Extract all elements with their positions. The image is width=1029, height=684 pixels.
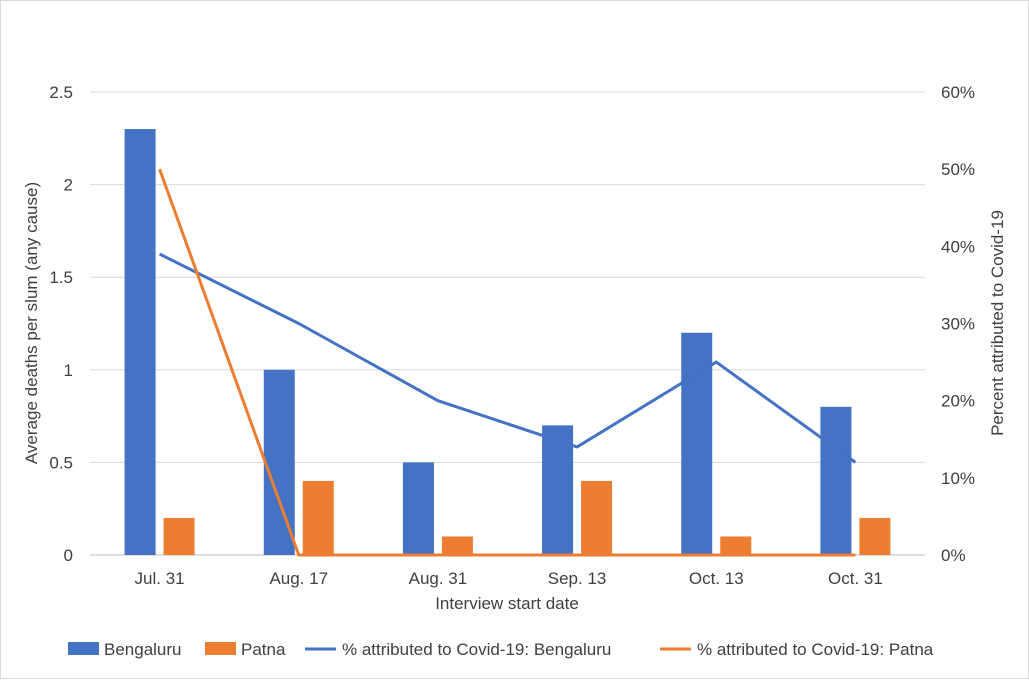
x-axis-label: Interview start date	[435, 594, 579, 613]
legend-label: Bengaluru	[104, 640, 182, 659]
legend: Bengaluru Patna % attributed to Covid-19: …	[68, 640, 934, 659]
y2-tick-label: 20%	[941, 392, 975, 411]
series-line	[158, 252, 857, 464]
bar	[263, 369, 295, 555]
legend-label: % attributed to Covid-19: Bengaluru	[342, 640, 611, 659]
y2-tick-label: 50%	[941, 160, 975, 179]
lines	[158, 168, 857, 557]
bar	[681, 332, 713, 555]
y-tick-label: 2	[64, 176, 73, 195]
bar	[820, 406, 852, 555]
x-tick-label: Aug. 31	[409, 569, 468, 588]
x-tick-label: Jul. 31	[135, 569, 185, 588]
legend-swatch	[68, 642, 99, 655]
series-line	[158, 168, 856, 557]
legend-label: % attributed to Covid-19: Patna	[697, 640, 934, 659]
x-tick-label: Oct. 31	[828, 569, 883, 588]
y2-tick-label: 40%	[941, 237, 975, 256]
y2-tick-label: 30%	[941, 315, 975, 334]
bar	[302, 480, 334, 555]
y-tick-label: 1.5	[49, 268, 73, 287]
bar	[124, 129, 156, 556]
bar	[163, 517, 195, 555]
x-tick-label: Oct. 13	[689, 569, 744, 588]
x-tick-label: Sep. 13	[548, 569, 607, 588]
bar	[441, 536, 473, 555]
y-axis-right-label: Percent attributed to Covid-19	[988, 210, 1007, 436]
y-tick-label: 0	[64, 546, 73, 565]
legend-swatch	[205, 642, 236, 655]
y-axis-right-ticks: 0% 10% 20% 30% 40% 50% 60%	[941, 83, 975, 565]
y2-tick-label: 60%	[941, 83, 975, 102]
x-tick-label: Aug. 17	[269, 569, 328, 588]
bar	[581, 480, 613, 555]
y-tick-label: 1	[64, 361, 73, 380]
y2-tick-label: 0%	[941, 546, 966, 565]
y-tick-label: 2.5	[49, 83, 73, 102]
legend-label: Patna	[241, 640, 286, 659]
y-axis-left-label: Average deaths per slum (any cause)	[22, 182, 41, 464]
bar	[859, 517, 891, 555]
y-tick-label: 0.5	[49, 453, 73, 472]
bars	[124, 129, 891, 556]
bar	[542, 425, 574, 555]
bar	[720, 536, 752, 555]
bar	[402, 462, 434, 555]
x-axis-ticks: Jul. 31 Aug. 17 Aug. 31 Sep. 13 Oct. 13 Oct. …	[135, 569, 883, 588]
y2-tick-label: 10%	[941, 469, 975, 488]
y-axis-left-ticks: 0 0.5 1 1.5 2 2.5	[49, 83, 73, 565]
